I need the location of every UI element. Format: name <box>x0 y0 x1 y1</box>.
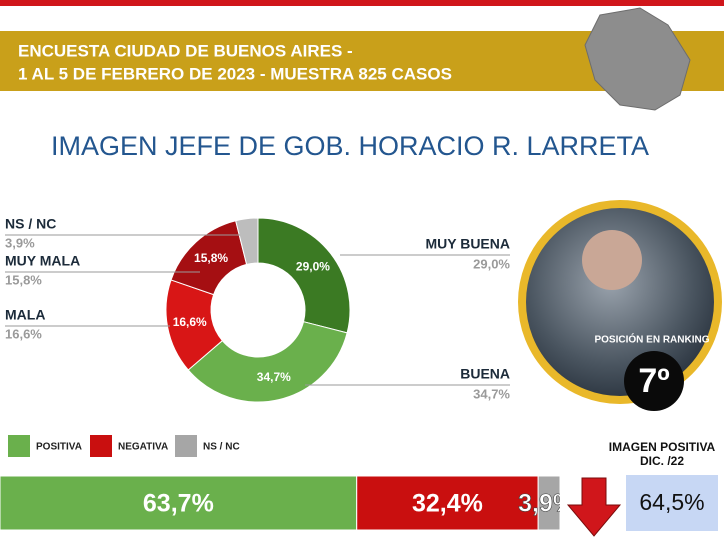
header-line: ENCUESTA CIUDAD DE BUENOS AIRES - <box>18 41 353 60</box>
category-label: MUY MALA <box>5 253 80 269</box>
donut-label: 16,6% <box>173 315 207 329</box>
portrait <box>518 200 722 404</box>
previous-value: 64,5% <box>639 489 704 515</box>
legend-swatch <box>90 435 112 457</box>
donut-label: 15,8% <box>194 251 228 265</box>
legend-label: NEGATIVA <box>118 442 168 453</box>
category-value: 34,7% <box>473 386 510 401</box>
previous-box <box>626 475 718 531</box>
legend-label: POSITIVA <box>36 442 82 453</box>
bar-segment <box>356 475 539 531</box>
donut-label: 29,0% <box>296 260 330 274</box>
category-label: NS / NC <box>5 216 56 232</box>
category-value: 29,0% <box>473 256 510 271</box>
previous-label: IMAGEN POSITIVA <box>609 440 716 454</box>
legend-label: NS / NC <box>203 442 240 453</box>
bar-label: 3,9% <box>518 490 575 518</box>
ranking-badge <box>624 351 684 411</box>
portrait-face <box>582 230 642 290</box>
category-value: 3,9% <box>5 235 35 250</box>
donut-segment <box>257 217 351 334</box>
legend-swatch <box>8 435 30 457</box>
bar-label: 63,7% <box>143 490 214 518</box>
category-label: MALA <box>5 307 45 323</box>
bar-segment <box>537 475 560 531</box>
bar-segment <box>0 475 358 531</box>
down-arrow <box>566 477 622 537</box>
previous-label: DIC. /22 <box>640 454 684 468</box>
stacked-bar: 63,7% 32,4% 3,9% <box>0 475 575 531</box>
category-value: 16,6% <box>5 326 42 341</box>
top-stripe <box>0 0 724 6</box>
header-line: 1 AL 5 DE FEBRERO DE 2023 - MUESTRA 825 … <box>18 64 452 83</box>
ranking-label: POSICIÓN EN RANKING <box>594 333 709 346</box>
donut-label: 34,7% <box>257 370 291 384</box>
category-value: 15,8% <box>5 272 42 287</box>
city-map <box>584 7 691 111</box>
donut-segment <box>187 321 348 403</box>
category-label: BUENA <box>460 366 510 382</box>
bar-label: 32,4% <box>412 490 483 518</box>
category-label: MUY BUENA <box>425 236 510 252</box>
donut-segment <box>235 217 259 266</box>
legend-swatch <box>175 435 197 457</box>
main-title: IMAGEN JEFE DE GOB. HORACIO R. LARRETA <box>51 131 649 161</box>
ranking-value: 7º <box>638 362 669 400</box>
